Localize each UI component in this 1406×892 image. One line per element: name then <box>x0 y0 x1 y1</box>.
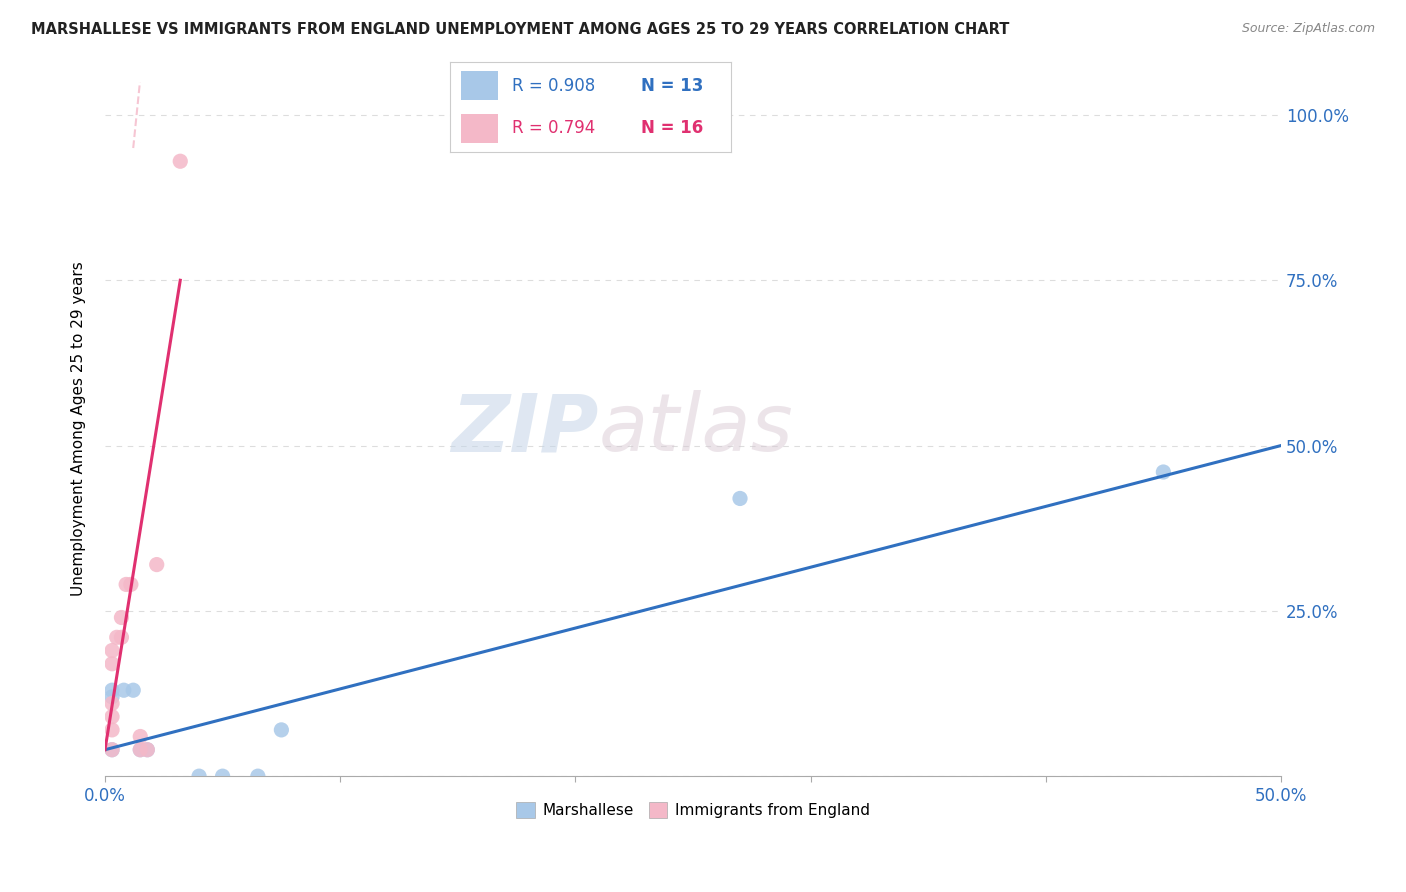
Text: atlas: atlas <box>599 390 793 468</box>
Text: MARSHALLESE VS IMMIGRANTS FROM ENGLAND UNEMPLOYMENT AMONG AGES 25 TO 29 YEARS CO: MARSHALLESE VS IMMIGRANTS FROM ENGLAND U… <box>31 22 1010 37</box>
Point <box>101 690 124 704</box>
Point <box>246 769 269 783</box>
Point <box>120 577 142 591</box>
Text: R = 0.908: R = 0.908 <box>512 77 595 95</box>
FancyBboxPatch shape <box>461 114 498 143</box>
Point <box>101 697 124 711</box>
Point <box>101 742 124 756</box>
Point <box>129 730 152 744</box>
Point <box>101 709 124 723</box>
Point <box>115 577 138 591</box>
Point <box>101 683 124 698</box>
Point <box>136 742 159 756</box>
Text: N = 13: N = 13 <box>641 77 703 95</box>
Point <box>105 630 128 644</box>
Point <box>122 683 145 698</box>
Point <box>145 558 167 572</box>
Y-axis label: Unemployment Among Ages 25 to 29 years: Unemployment Among Ages 25 to 29 years <box>72 261 86 597</box>
Point <box>129 742 152 756</box>
Point <box>188 769 211 783</box>
Point <box>270 723 292 737</box>
Text: Source: ZipAtlas.com: Source: ZipAtlas.com <box>1241 22 1375 36</box>
FancyBboxPatch shape <box>461 71 498 100</box>
Text: N = 16: N = 16 <box>641 120 703 137</box>
Point <box>211 769 233 783</box>
Point <box>101 723 124 737</box>
Text: ZIP: ZIP <box>451 390 599 468</box>
Point <box>136 742 159 756</box>
Text: R = 0.794: R = 0.794 <box>512 120 595 137</box>
Point <box>101 643 124 657</box>
Point <box>110 610 132 624</box>
Point <box>129 742 152 756</box>
Point <box>101 742 124 756</box>
Point <box>101 657 124 671</box>
Legend: Marshallese, Immigrants from England: Marshallese, Immigrants from England <box>510 796 876 824</box>
Point <box>112 683 135 698</box>
Point <box>1152 465 1174 479</box>
Point <box>169 154 191 169</box>
Point <box>728 491 751 506</box>
Point <box>110 630 132 644</box>
